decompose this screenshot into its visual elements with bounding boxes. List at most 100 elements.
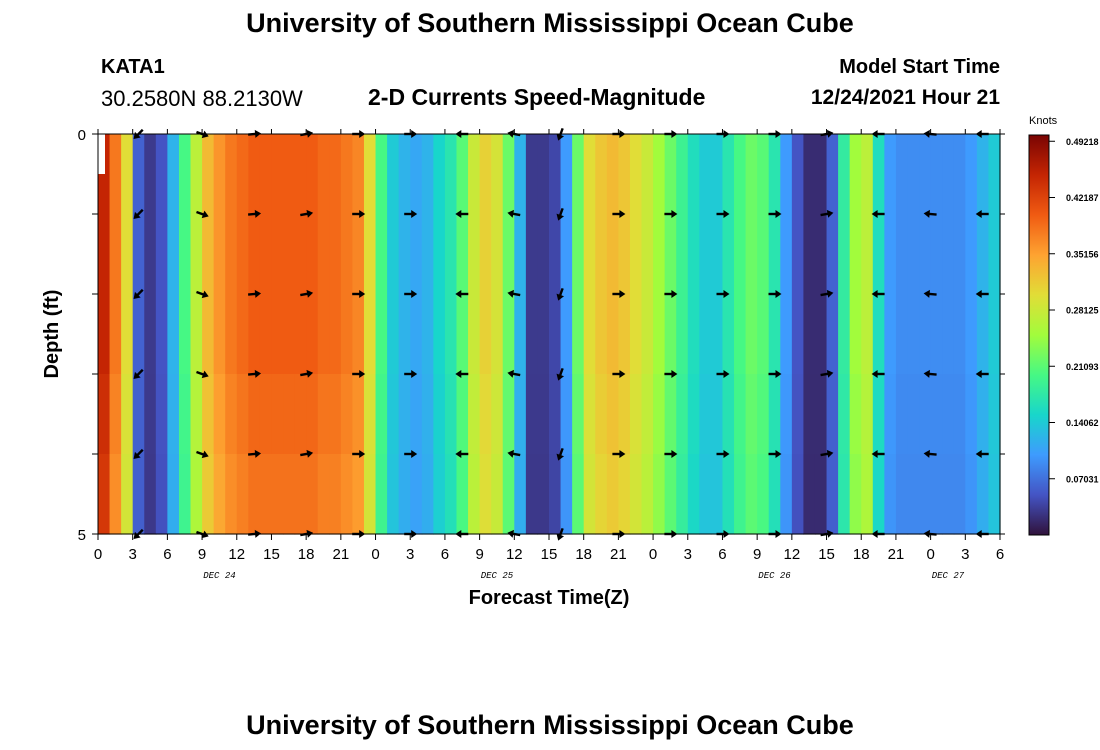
- heatmap-cell: [144, 294, 157, 375]
- heatmap-cell: [456, 134, 469, 215]
- current-vector-arrow: [507, 289, 521, 298]
- x-tick-label: 3: [961, 546, 969, 563]
- heatmap-cell: [965, 374, 978, 455]
- current-vector-arrow: [612, 290, 626, 298]
- heatmap-cell: [549, 374, 562, 455]
- current-vector-head: [556, 213, 565, 221]
- current-vector-head: [619, 370, 626, 378]
- heatmap-cell: [98, 294, 111, 375]
- heatmap-cell: [872, 454, 885, 535]
- current-vector-arrow: [300, 209, 314, 218]
- heatmap-cell: [965, 214, 978, 295]
- heatmap-cell: [375, 214, 388, 295]
- current-vector-arrow: [612, 370, 626, 378]
- current-vector-arrow: [871, 450, 885, 458]
- heatmap-cell: [988, 294, 1001, 375]
- heatmap-cell: [861, 454, 874, 535]
- current-vector-head: [671, 210, 678, 218]
- heatmap-cell: [121, 454, 134, 535]
- heatmap-cell: [213, 294, 226, 375]
- heatmap-cell: [699, 294, 712, 375]
- heatmap-cell: [872, 374, 885, 455]
- x-tick-label: 0: [371, 546, 379, 563]
- y-axis: 05: [78, 127, 1005, 544]
- current-vector-head: [507, 289, 515, 298]
- heatmap-cell: [132, 134, 145, 215]
- heatmap-cell: [213, 134, 226, 215]
- current-vector-arrow: [196, 210, 209, 219]
- heatmap-cell: [734, 454, 747, 535]
- x-tick-label: 6: [996, 546, 1004, 563]
- heatmap-cell: [919, 214, 932, 295]
- current-vector-head: [923, 449, 930, 458]
- heatmap-cell: [502, 374, 515, 455]
- current-vector-head: [306, 369, 314, 378]
- heatmap-cell: [109, 214, 122, 295]
- heatmap-cell: [780, 374, 793, 455]
- heatmap-cell: [618, 294, 631, 375]
- x-tick-label: 9: [753, 546, 761, 563]
- current-vector-arrow: [664, 450, 678, 458]
- heatmap-cell: [109, 134, 122, 215]
- heatmap-cell: [375, 454, 388, 535]
- model-start-value: 12/24/2021 Hour 21: [810, 86, 1000, 109]
- heatmap-cell: [930, 294, 943, 375]
- heatmap-cell: [861, 374, 874, 455]
- current-vector-arrow: [455, 450, 469, 458]
- current-vector-head: [455, 210, 462, 218]
- current-vector-arrow: [248, 449, 262, 458]
- current-vector-arrow: [871, 210, 885, 218]
- heatmap-cell: [710, 454, 724, 535]
- heatmap-cell: [537, 294, 550, 375]
- current-vector-head: [826, 289, 834, 298]
- current-vector-arrow: [556, 527, 565, 541]
- current-vector-head: [723, 210, 730, 218]
- heatmap-cell: [895, 134, 909, 215]
- heatmap-cell: [514, 214, 527, 295]
- heatmap-cell: [363, 134, 377, 215]
- heatmap-cell: [780, 134, 793, 215]
- heatmap-cell: [618, 214, 631, 295]
- current-vector-head: [975, 210, 982, 218]
- current-vector-arrow: [404, 290, 418, 298]
- heatmap-cell: [861, 134, 874, 215]
- current-vector-head: [923, 289, 930, 298]
- x-tick-label: 21: [888, 546, 905, 563]
- heatmap-cell: [352, 294, 365, 375]
- current-vector-head: [254, 289, 262, 298]
- heatmap-cell: [352, 374, 365, 455]
- current-vector-arrow: [768, 370, 782, 378]
- x-axis-label: Forecast Time(Z): [469, 587, 630, 609]
- current-vector-arrow: [612, 450, 626, 458]
- heatmap-cell: [930, 134, 943, 215]
- current-vector-head: [455, 370, 462, 378]
- current-vector-head: [507, 369, 515, 378]
- current-vector-arrow: [664, 290, 678, 298]
- heatmap-cell: [190, 374, 203, 455]
- current-vector-arrow: [871, 370, 885, 378]
- heatmap-cell: [942, 214, 955, 295]
- heatmap-cell: [271, 214, 284, 295]
- heatmap-cell: [595, 454, 608, 535]
- heatmap-cell: [768, 374, 781, 455]
- heatmap-cell: [791, 294, 805, 375]
- heatmap-cell: [502, 214, 515, 295]
- heatmap-cell: [317, 214, 330, 295]
- current-vector-head: [826, 449, 834, 458]
- heatmap-cell: [734, 214, 747, 295]
- current-vector-head: [359, 370, 366, 378]
- heatmap-cell: [583, 454, 596, 535]
- heatmap-cell: [167, 294, 180, 375]
- heatmap-cell: [317, 454, 330, 535]
- heatmap-cell: [491, 134, 504, 215]
- heatmap-cell: [618, 134, 631, 215]
- x-tick-label: 3: [129, 546, 137, 563]
- heatmap-cell: [687, 454, 700, 535]
- heatmap-cell: [803, 294, 816, 375]
- heatmap-cell: [514, 134, 527, 215]
- current-vector-head: [201, 450, 209, 459]
- x-tick-label: 15: [541, 546, 558, 563]
- heatmap-cell: [849, 294, 862, 375]
- current-vector-arrow: [556, 447, 565, 461]
- heatmap-cell: [306, 374, 319, 455]
